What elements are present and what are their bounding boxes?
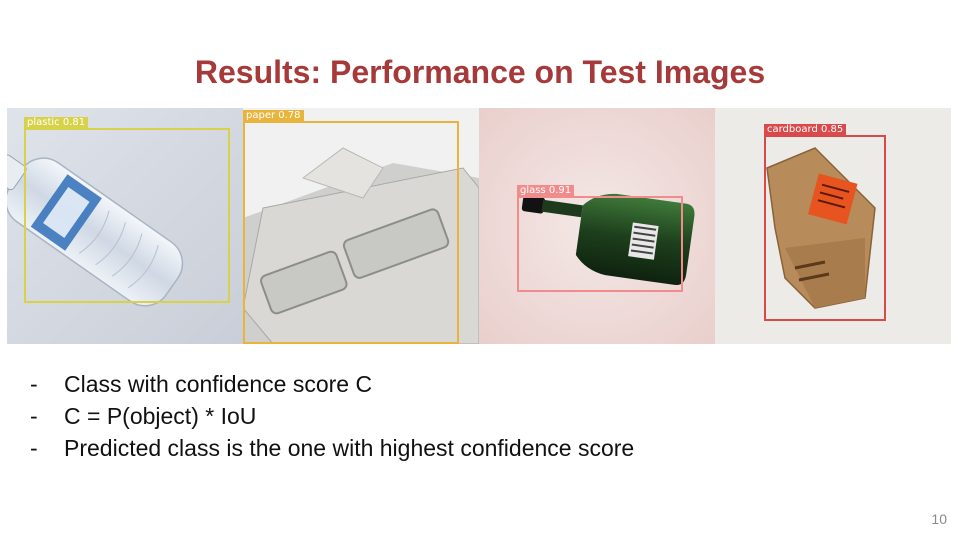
test-image-paper: paper 0.78: [243, 108, 479, 344]
bullet-marker: -: [30, 435, 38, 461]
plastic-bottle-photo: [7, 108, 243, 344]
detection-box-cardboard: cardboard 0.85: [764, 124, 886, 321]
detection-box-paper: paper 0.78: [243, 110, 459, 344]
bullet-item: - Predicted class is the one with highes…: [30, 432, 634, 464]
bullet-marker: -: [30, 371, 38, 397]
detection-box-glass: glass 0.91: [517, 185, 683, 292]
slide-title: Results: Performance on Test Images: [194, 54, 766, 90]
test-image-glass: glass 0.91: [479, 108, 715, 344]
detection-label-paper: paper 0.78: [243, 110, 304, 122]
bullet-list: - Class with confidence score C - C = P(…: [30, 368, 634, 464]
detection-label-plastic: plastic 0.81: [24, 117, 89, 129]
bullet-item: - Class with confidence score C: [30, 368, 634, 400]
test-image-cardboard: cardboard 0.85: [715, 108, 951, 344]
test-image-plastic: plastic 0.81: [7, 108, 243, 344]
bullet-text: C = P(object) * IoU: [64, 403, 257, 429]
bullet-text: Class with confidence score C: [64, 371, 373, 397]
detection-label-glass: glass 0.91: [517, 185, 575, 197]
paper-envelope-photo: [243, 108, 479, 344]
test-image-strip: plastic 0.81 paper 0.78: [7, 108, 951, 344]
bullet-text: Predicted class is the one with highest …: [64, 435, 635, 461]
page-number: 10: [931, 511, 947, 527]
detection-box-plastic: plastic 0.81: [24, 117, 230, 303]
detection-label-cardboard: cardboard 0.85: [764, 124, 847, 136]
bullet-item: - C = P(object) * IoU: [30, 400, 634, 432]
bullet-marker: -: [30, 403, 38, 429]
cardboard-photo: [715, 108, 951, 344]
